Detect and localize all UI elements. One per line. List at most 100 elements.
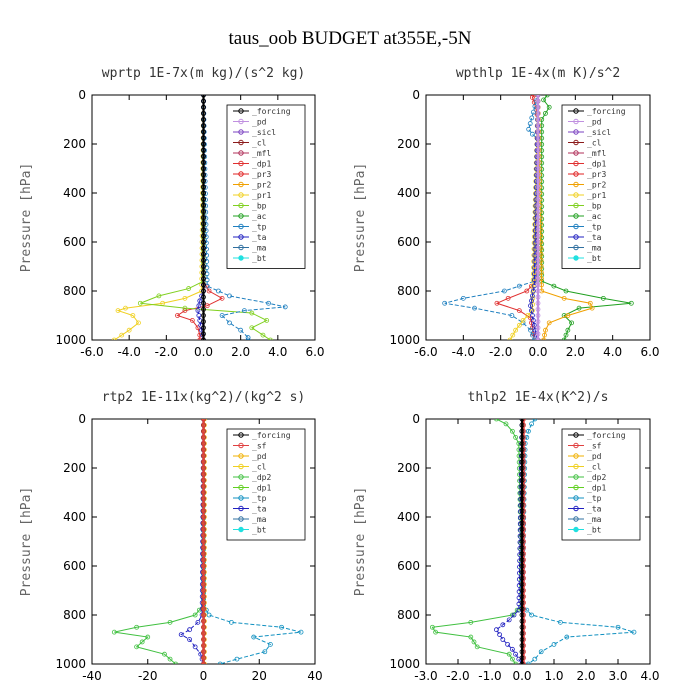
data-point: [228, 619, 234, 625]
data-point: [519, 419, 525, 422]
data-point: [535, 208, 541, 214]
legend-marker: [573, 139, 579, 146]
legend-marker: [238, 234, 244, 240]
data-point: [201, 618, 206, 624]
legend-marker: [573, 118, 579, 125]
legend-label: _forcing: [587, 107, 626, 116]
data-point: [201, 655, 206, 661]
data-point: [472, 305, 477, 311]
data-point: [516, 283, 522, 289]
data-point: [507, 337, 513, 340]
data-point: [215, 288, 221, 294]
legend-marker: [573, 463, 579, 470]
x-tick-label: 0.0: [528, 345, 547, 359]
data-point: [201, 123, 206, 129]
data-point: [535, 184, 541, 190]
data-point: [535, 245, 541, 251]
data-point: [201, 419, 206, 422]
data-point: [513, 327, 518, 333]
x-tick-label: -6.0: [80, 345, 103, 359]
legend-label: _tp: [587, 494, 602, 503]
x-tick-label: -2.0: [489, 345, 512, 359]
data-point: [535, 276, 541, 282]
y-tick-label: 1000: [389, 333, 420, 347]
data-point: [201, 569, 206, 575]
data-point: [519, 453, 525, 459]
data-point: [520, 317, 526, 323]
figure-title: taus_oob BUDGET at355E,-5N: [229, 28, 472, 49]
data-point: [201, 117, 206, 122]
data-point: [519, 649, 525, 655]
data-point: [519, 434, 525, 440]
x-tick-label: -4.0: [117, 345, 140, 359]
data-point: [535, 215, 541, 220]
data-point: [201, 300, 206, 306]
data-point: [201, 545, 206, 551]
data-point: [587, 300, 593, 306]
y-tick-label: 600: [63, 559, 86, 573]
data-point: [204, 259, 210, 264]
data-point: [530, 288, 536, 294]
legend-marker: [238, 171, 244, 177]
data-point: [201, 483, 206, 489]
y-tick-label: 200: [397, 137, 420, 151]
data-point: [529, 308, 534, 314]
data-point: [115, 308, 121, 314]
data-point: [530, 317, 536, 323]
data-point: [531, 337, 537, 340]
y-tick-label: 200: [63, 137, 86, 151]
data-point: [234, 656, 240, 662]
legend-marker: [573, 442, 579, 449]
data-point: [201, 612, 206, 618]
data-point: [519, 545, 525, 551]
data-point: [201, 563, 206, 569]
data-point: [501, 288, 507, 294]
data-point: [282, 304, 288, 310]
x-tick-label: -20: [138, 669, 158, 683]
data-point: [201, 196, 206, 202]
y-tick-label: 1000: [389, 657, 420, 671]
data-point: [201, 643, 206, 649]
y-axis-label: Pressure [hPa]: [19, 163, 34, 273]
data-point: [126, 327, 132, 333]
data-point: [201, 104, 206, 110]
x-tick-label: 4.0: [603, 345, 622, 359]
data-point: [519, 618, 525, 624]
data-point: [519, 612, 525, 618]
data-point: [519, 471, 525, 477]
legend-marker: [238, 432, 244, 438]
x-tick-label: 20: [252, 669, 267, 683]
y-tick-label: 1000: [55, 333, 86, 347]
data-point: [182, 305, 188, 311]
data-point: [201, 313, 206, 318]
data-point: [563, 332, 569, 338]
legend-label: _pr3: [252, 170, 271, 179]
series-line-ac: [541, 95, 632, 340]
data-point: [201, 441, 206, 446]
data-point: [506, 651, 512, 657]
data-point: [535, 153, 541, 159]
data-point: [530, 109, 536, 115]
data-point: [201, 270, 206, 276]
data-point: [569, 320, 574, 326]
data-point: [279, 624, 284, 630]
data-point: [201, 471, 206, 477]
data-point: [519, 441, 525, 446]
data-point: [267, 642, 273, 647]
data-point: [535, 325, 541, 331]
data-point: [535, 166, 541, 171]
y-tick-label: 0: [412, 88, 420, 102]
data-point: [201, 453, 206, 459]
data-point: [433, 629, 439, 635]
legend-label: _pr1: [252, 191, 271, 200]
series-group: [429, 419, 637, 664]
legend-marker: [238, 484, 244, 491]
legend-label: _cl: [252, 463, 267, 472]
data-point: [201, 319, 206, 325]
legend-label: _tp: [252, 494, 267, 503]
legend-marker: [573, 495, 579, 501]
data-point: [201, 496, 206, 502]
data-point: [551, 642, 557, 647]
data-point: [201, 459, 206, 465]
data-point: [535, 196, 541, 202]
